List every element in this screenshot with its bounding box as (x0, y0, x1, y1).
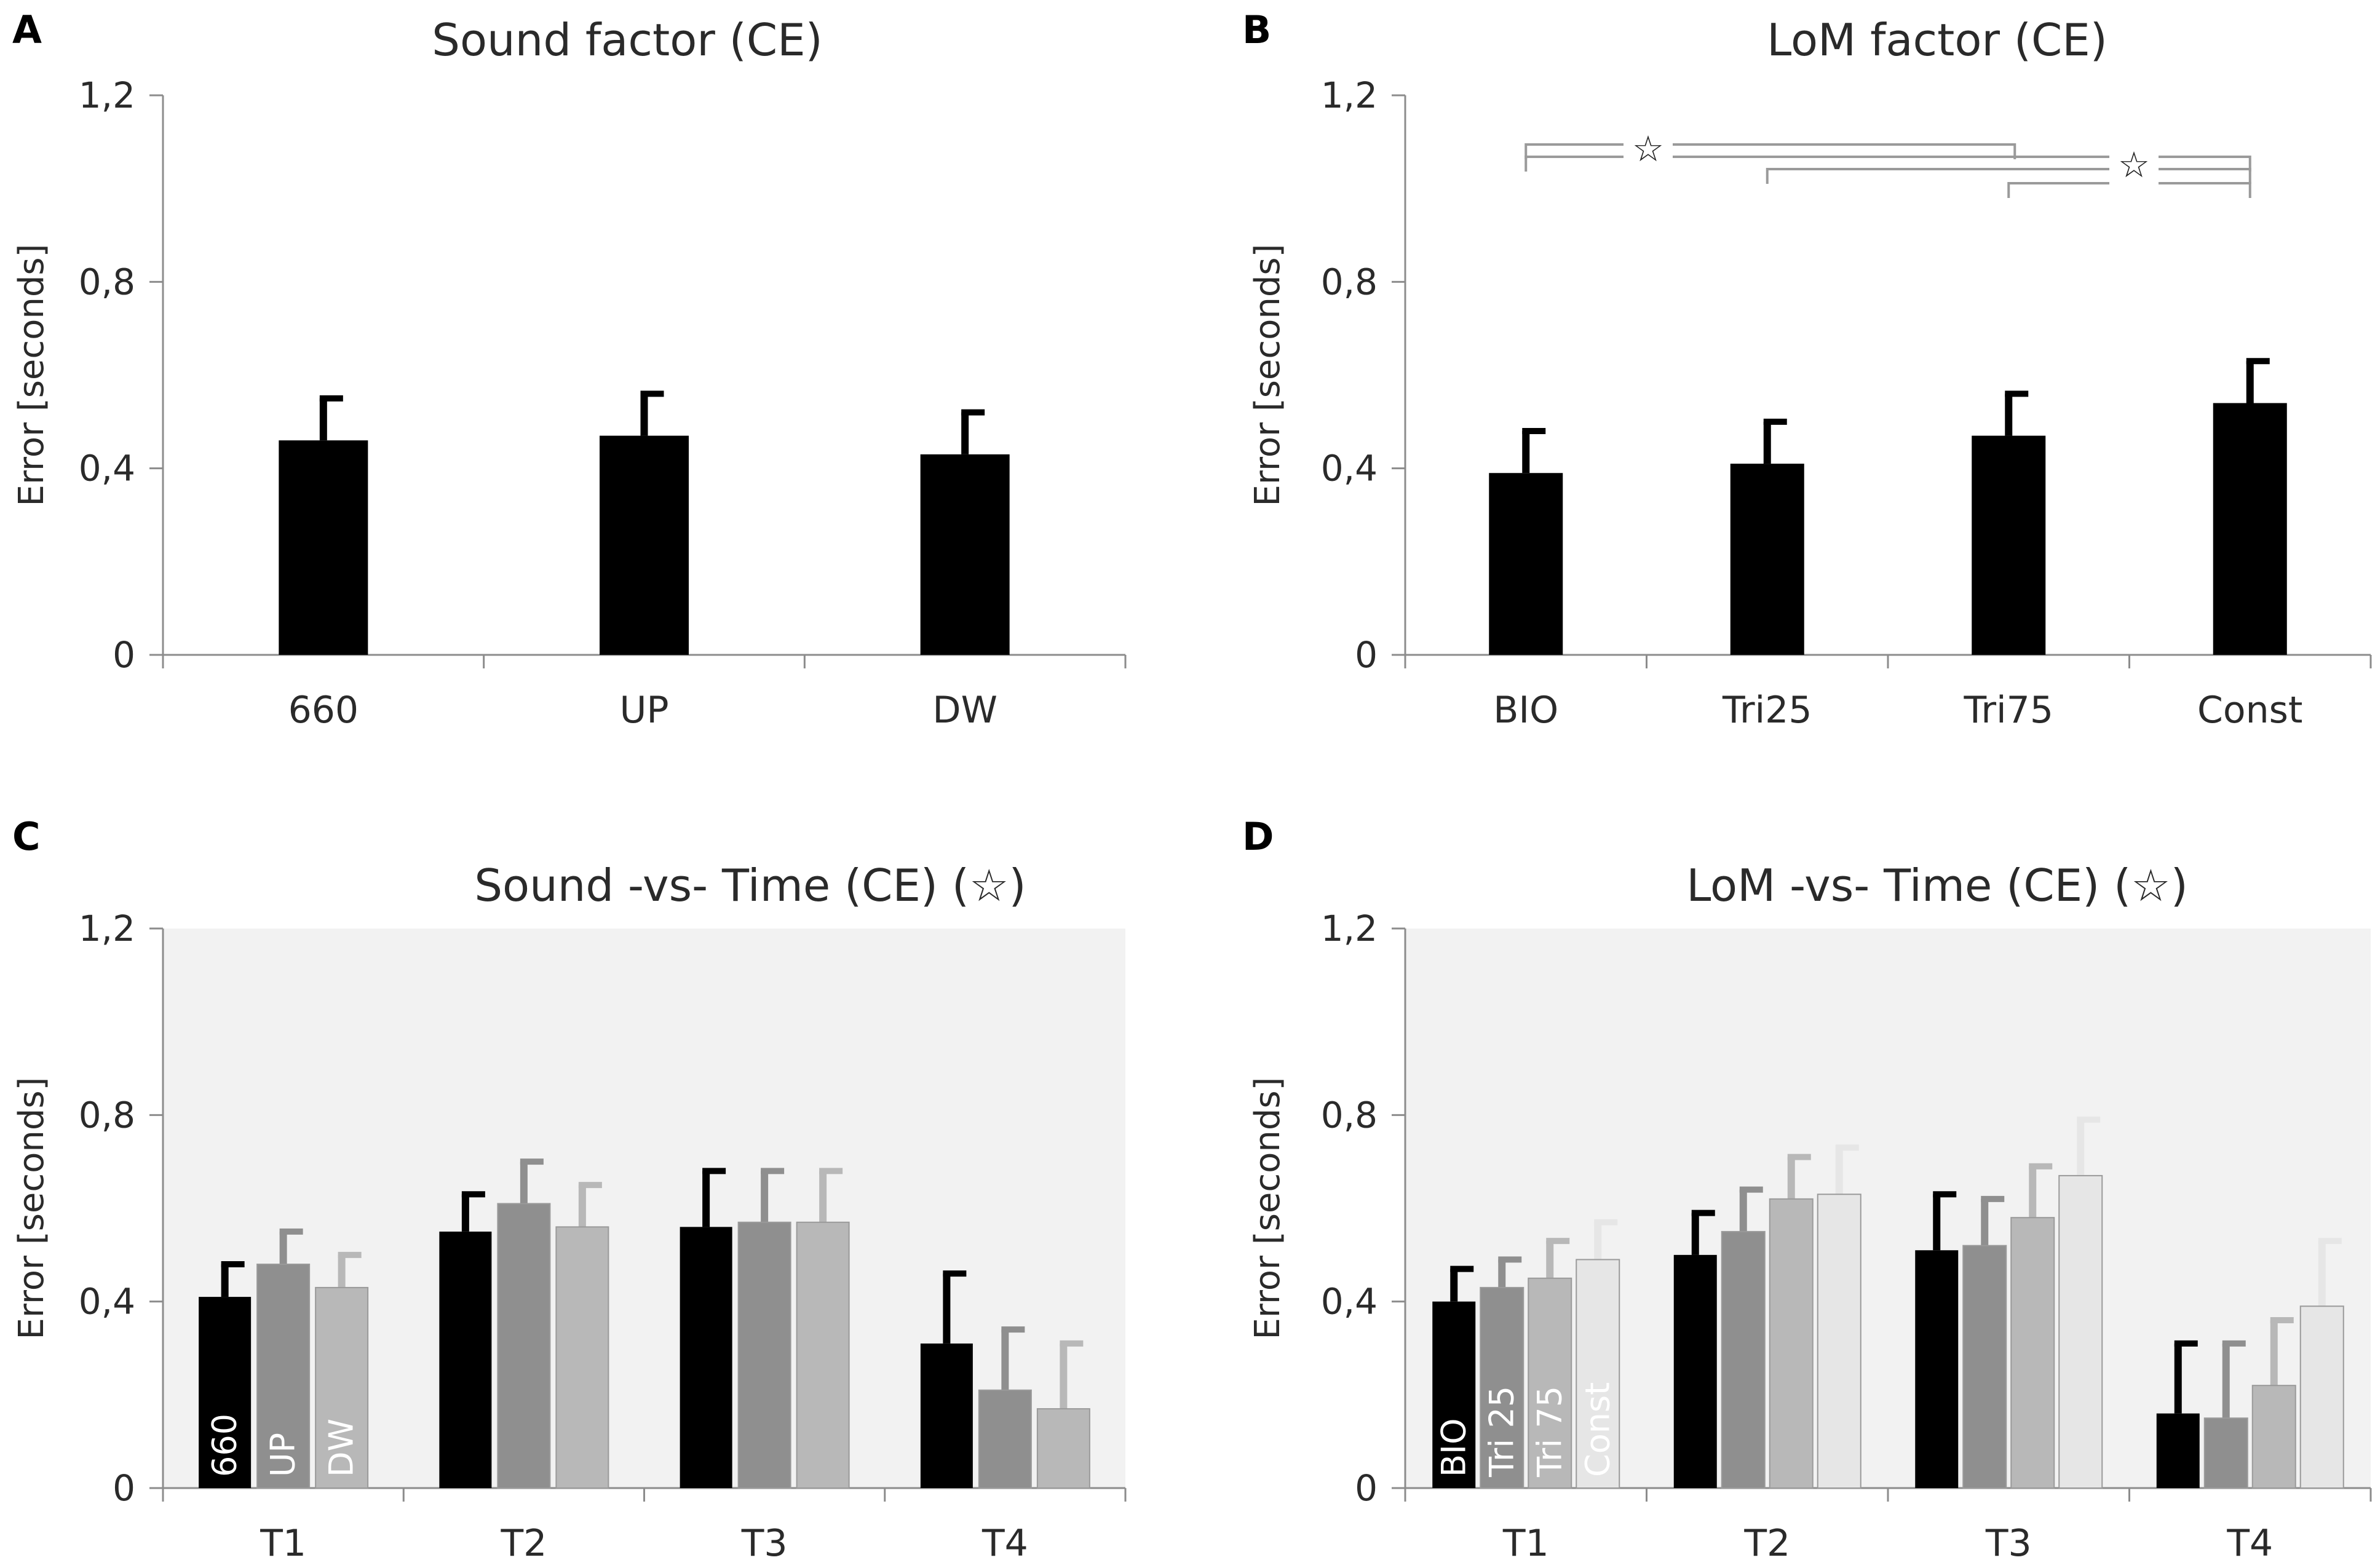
x-category-label: Const (2197, 689, 2302, 732)
x-category-label: T2 (500, 1522, 547, 1565)
bar (680, 1227, 732, 1488)
bar (1730, 464, 1804, 655)
bar (978, 1389, 1032, 1489)
bar (920, 1343, 973, 1488)
bar (1489, 473, 1563, 655)
y-tick-label: 1,2 (79, 908, 135, 949)
significance-bracket (1525, 143, 2016, 159)
x-category-label: Tri25 (1722, 689, 1812, 732)
y-tick-label: 0 (113, 1467, 135, 1509)
bar (1673, 1254, 1717, 1488)
y-axis-label: Error [seconds] (1248, 1077, 1288, 1340)
y-tick-label: 1,2 (79, 74, 135, 116)
chart-title: Sound factor (CE) (432, 14, 822, 66)
bar (1432, 1301, 1476, 1488)
y-tick-label: 1,2 (1321, 74, 1378, 116)
bar (1036, 1408, 1090, 1489)
bar (1769, 1198, 1814, 1489)
bar (2203, 1417, 2248, 1489)
y-tick-label: 0,4 (1321, 1281, 1378, 1323)
bar (315, 1286, 369, 1489)
bar (2299, 1305, 2344, 1489)
bar (796, 1221, 850, 1489)
bar (555, 1226, 609, 1489)
chart-title: Sound -vs- Time (CE) (☆) (474, 860, 1026, 911)
bar (439, 1231, 492, 1488)
y-tick-label: 1,2 (1321, 908, 1378, 949)
x-category-label: T2 (1743, 1522, 1790, 1565)
bar (2213, 403, 2287, 655)
panel-letter: A (12, 7, 42, 52)
x-category-label: T4 (981, 1522, 1028, 1565)
series-label: BIO (1434, 1419, 1473, 1477)
series-label: UP (264, 1433, 303, 1477)
series-label: DW (322, 1419, 361, 1477)
significance-star: ☆ (2118, 144, 2150, 186)
bar (737, 1221, 791, 1489)
x-category-label: T1 (260, 1522, 306, 1565)
significance-gap (1624, 134, 1673, 168)
panel-b: B LoM factor (CE) Error [seconds] 0 0,4 0,8 1,… (1242, 7, 2372, 732)
bar (2251, 1385, 2296, 1489)
y-tick-label: 0 (1355, 634, 1378, 676)
y-tick-label: 0 (113, 634, 135, 676)
bar (1972, 435, 2046, 655)
panel-a: A Sound factor (CE) Error [seconds] 0 0,4 0,8… (12, 7, 1127, 732)
bar (1721, 1230, 1766, 1489)
x-category-label: T1 (1502, 1522, 1549, 1565)
y-axis-label: Error [seconds] (1248, 244, 1288, 507)
panel-c: C Sound -vs- Time (CE) (☆) Error [seconds]… (12, 814, 1127, 1565)
significance-bracket (1525, 156, 2251, 172)
series-label: Const (1578, 1382, 1617, 1477)
x-category-label: UP (619, 689, 668, 732)
x-category-label: T3 (1985, 1522, 2032, 1565)
bar (1915, 1250, 1959, 1488)
significance-bracket (1766, 168, 2251, 184)
y-tick-label: 0,8 (1321, 261, 1378, 303)
panel-letter: B (1242, 7, 1271, 52)
x-category-label: 660 (288, 689, 359, 732)
bar (1817, 1194, 1862, 1489)
bar (2058, 1174, 2103, 1489)
y-tick-label: 0,8 (79, 1094, 135, 1136)
x-category-label: Tri75 (1963, 689, 2053, 732)
x-category-label: T3 (741, 1522, 788, 1565)
y-axis-label: Error [seconds] (12, 244, 52, 507)
chart-title: LoM factor (CE) (1767, 14, 2107, 66)
y-tick-label: 0 (1355, 1467, 1378, 1509)
bar (1528, 1277, 1572, 1489)
bar (279, 440, 368, 655)
y-tick-label: 0,4 (79, 1281, 135, 1323)
panel-letter: D (1242, 814, 1274, 859)
y-tick-label: 0,4 (79, 448, 135, 489)
bar (2010, 1217, 2055, 1489)
bar (600, 435, 689, 655)
bar (1962, 1245, 2007, 1489)
series-label: Tri 75 (1530, 1386, 1569, 1478)
x-category-label: BIO (1493, 689, 1558, 732)
chart-title: LoM -vs- Time (CE) (☆) (1686, 860, 2188, 911)
series-label: Tri 25 (1482, 1386, 1521, 1478)
bar (920, 454, 1010, 655)
panel-d: D LoM -vs- Time (CE) (☆) Error [seconds] 0 0… (1242, 814, 2372, 1565)
y-axis-label: Error [seconds] (12, 1077, 52, 1340)
y-tick-label: 0,4 (1321, 448, 1378, 489)
bar (1480, 1286, 1525, 1489)
bar (1576, 1259, 1620, 1489)
bar (497, 1203, 551, 1489)
x-category-label: DW (932, 689, 997, 732)
x-category-label: T4 (2226, 1522, 2273, 1565)
bar (199, 1297, 252, 1488)
y-tick-label: 0,8 (1321, 1094, 1378, 1136)
series-label: 660 (205, 1414, 244, 1477)
significance-gap (2109, 148, 2159, 184)
bar (256, 1264, 311, 1489)
panel-letter: C (12, 814, 41, 859)
significance-star: ☆ (1632, 128, 1664, 170)
bar (2156, 1413, 2200, 1488)
y-tick-label: 0,8 (79, 261, 135, 303)
